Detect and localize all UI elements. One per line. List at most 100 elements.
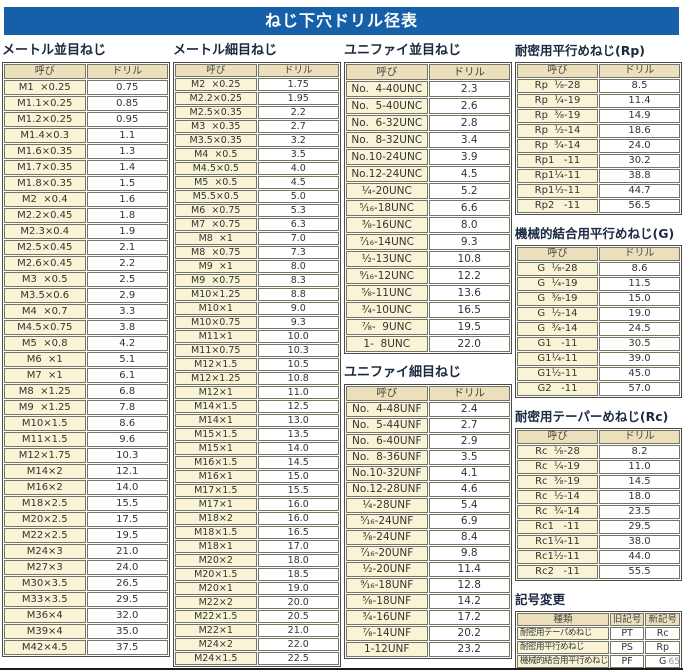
section-heading-metric-coarse: メートル並目ねじ [2,43,107,58]
table-row: M2 ×0.25 1.75 [175,78,339,91]
drill-value: 3.3 [86,304,168,319]
table-row: No. 4-40UNC 2.3 [346,81,510,97]
table-row: Rc1¹⁄₄-11 38.0 [517,535,680,549]
drill-value: 14.5 [257,456,339,469]
thread-designation: M30×3.5 [4,576,86,591]
thread-designation: M10×1 [175,302,257,315]
table-row: M4 ×0.7 3.3 [4,304,168,319]
thread-designation: 機械的結合用平行めねじ [517,655,609,668]
thread-designation: M15×1.5 [175,428,257,441]
header-row: 呼び ドリル [517,64,680,78]
table-row: M22×1.5 20.5 [175,610,339,623]
table-row: M10×1 9.0 [175,302,339,315]
thread-designation: Rp ¹⁄₄-19 [517,94,598,108]
thread-designation: M17×1 [175,498,257,511]
thread-designation: ⁵⁄₈-11UNC [346,285,428,301]
drill-value: 20.0 [257,596,339,609]
table-row: M18×2 16.0 [175,512,339,525]
column-header: ドリル [428,64,510,80]
column-header: 新記号 [645,613,680,626]
thread-designation: M11×1.5 [4,432,86,447]
column-header: 呼び [517,247,598,261]
drill-value: 4.1 [428,466,510,481]
thread-designation: M9 ×1.25 [4,400,86,415]
drill-value: 30.5 [599,337,680,351]
drill-value: 8.5 [599,79,680,93]
column-header: 呼び [346,386,428,401]
table-row: M12×1.5 10.5 [175,358,339,371]
column-header: 呼び [175,64,257,77]
drill-value: 4.5 [257,176,339,189]
drill-value: 24.5 [599,322,680,336]
thread-designation: G ³⁄₈-19 [517,292,598,306]
thread-designation: M36×4 [4,608,86,623]
table-row: ³⁄₈-24UNF 8.4 [346,530,510,545]
drill-value: 14.0 [257,442,339,455]
thread-designation: M22×2.5 [4,528,86,543]
table-row: ⁵⁄₁₆-24UNF 6.9 [346,514,510,529]
table-row: M8 ×1.25 6.8 [4,384,168,399]
drill-value: 1.5 [86,176,168,191]
table-row: M14×1 13.0 [175,414,339,427]
table-row: M5.5×0.5 5.0 [175,190,339,203]
table-row: 耐密用テーパめねじ PT Rc [517,627,680,640]
metric-fine-table: 呼び ドリル M2 ×0.25 1.75 M2.2×0.25 1.95 M2.5×0.35 2… [173,62,341,667]
table-row: ⁷⁄₈-14UNF 20.2 [346,626,510,641]
table-row: M22×2 20.0 [175,596,339,609]
table-row: 1- 8UNC 22.0 [346,336,510,352]
drill-value: 13.6 [428,285,510,301]
thread-designation: M16×1.5 [175,456,257,469]
thread-designation: M9 ×1 [175,260,257,273]
thread-designation: M5.5×0.5 [175,190,257,203]
table-row: ⁵⁄₈-11UNC 13.6 [346,285,510,301]
thread-designation: ⁷⁄₁₆-14UNC [346,234,428,250]
table-row: Rp1¹⁄₄-11 38.8 [517,169,680,183]
thread-designation: M24×1.5 [175,652,257,665]
table-row: M10×1.5 8.6 [4,416,168,431]
drill-value: 4.5 [428,166,510,182]
table-row: No. 8-32UNC 3.4 [346,132,510,148]
table-row: No. 4-48UNF 2.4 [346,402,510,417]
drill-value: 13.5 [257,428,339,441]
table-row: M12×1.25 10.8 [175,372,339,385]
drill-value: 8.0 [257,260,339,273]
drill-value: PF [609,655,645,668]
section-heading-g: 機械的結合用平行めねじ(G) [515,226,675,241]
thread-designation: Rp ¹⁄₂-14 [517,124,598,138]
table-row: M3.5×0.35 3.2 [175,134,339,147]
page-title: ねじ下穴ドリル径表 [4,7,679,35]
table-row: M16×1.5 14.5 [175,456,339,469]
table-row: M2.6×0.45 2.2 [4,256,168,271]
drill-value: 32.0 [86,608,168,623]
table-row: M8 ×1 7.0 [175,232,339,245]
table-row: M3 ×0.5 2.5 [4,272,168,287]
thread-designation: M12×1.5 [175,358,257,371]
drill-value: 2.9 [86,288,168,303]
thread-designation: M2.2×0.45 [4,208,86,223]
table-row: M24×3 21.0 [4,544,168,559]
thread-designation: No. 4-40UNC [346,81,428,97]
thread-designation: M8 ×1 [175,232,257,245]
drill-value: 45.0 [599,367,680,381]
drill-value: 8.3 [257,274,339,287]
table-row: ³⁄₄-10UNC 16.5 [346,302,510,318]
drill-value: 56.5 [599,199,680,213]
thread-designation: ⁷⁄₈-14UNF [346,626,428,641]
drill-value: 24.0 [86,560,168,575]
table-row: ⁹⁄₁₆-18UNF 12.8 [346,578,510,593]
drill-value: 14.5 [599,475,680,489]
table-row: M16×2 14.0 [4,480,168,495]
thread-designation: Rc ¹⁄₈-28 [517,445,598,459]
drill-value: PT [609,627,645,640]
g-thread-table: 呼び ドリル G ¹⁄₈-28 8.6 G ¹⁄₄-19 11.5 G ³⁄₈-19 15.0… [515,245,682,398]
table-row: M1.4×0.3 1.1 [4,128,168,143]
column-header: 種類 [517,613,609,626]
table-row: M2 ×0.4 1.6 [4,192,168,207]
thread-designation: ⁷⁄₁₆-20UNF [346,546,428,561]
drill-value: 3.2 [257,134,339,147]
table-row: M39×4 35.0 [4,624,168,639]
drill-value: 18.6 [599,124,680,138]
drill-value: 1.3 [86,144,168,159]
drill-value: Rc [645,627,680,640]
drill-value: 8.6 [86,416,168,431]
